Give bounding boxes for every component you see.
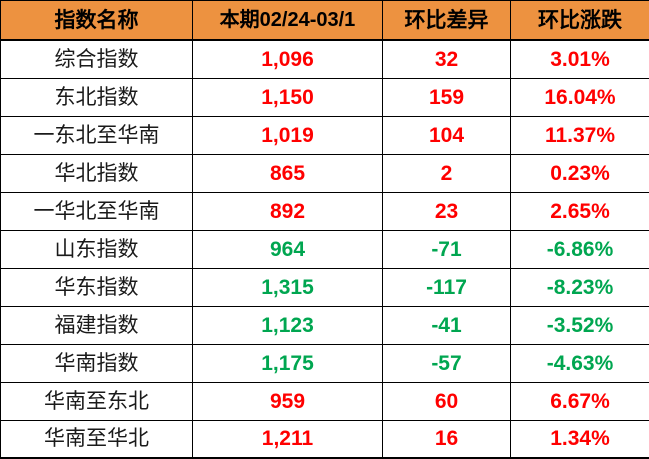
cell-mom-difference: 2 <box>383 154 511 192</box>
cell-mom-difference: -71 <box>383 230 511 268</box>
cell-index-name: 华东指数 <box>1 268 193 306</box>
table-header: 指数名称 本期02/24-03/1 环比差异 环比涨跌 <box>1 1 649 41</box>
column-header-mom-difference: 环比差异 <box>383 1 511 41</box>
cell-current-value: 892 <box>193 192 383 230</box>
cell-current-value: 964 <box>193 230 383 268</box>
column-header-index-name: 指数名称 <box>1 1 193 41</box>
cell-mom-change: -8.23% <box>511 268 649 306</box>
cell-index-name: 华南至华北 <box>1 420 193 458</box>
column-header-mom-change: 环比涨跌 <box>511 1 649 41</box>
cell-current-value: 1,315 <box>193 268 383 306</box>
cell-index-name: 综合指数 <box>1 40 193 78</box>
cell-mom-change: 11.37% <box>511 116 649 154</box>
cell-mom-difference: 23 <box>383 192 511 230</box>
cell-mom-change: 0.23% <box>511 154 649 192</box>
cell-index-name: 华南指数 <box>1 344 193 382</box>
cell-index-name: 福建指数 <box>1 306 193 344</box>
cell-current-value: 1,123 <box>193 306 383 344</box>
cell-index-name: 一华北至华南 <box>1 192 193 230</box>
cell-index-name: 山东指数 <box>1 230 193 268</box>
cell-index-name: 华北指数 <box>1 154 193 192</box>
cell-mom-difference: 32 <box>383 40 511 78</box>
cell-current-value: 1,150 <box>193 78 383 116</box>
cell-current-value: 1,175 <box>193 344 383 382</box>
cell-current-value: 959 <box>193 382 383 420</box>
header-row: 指数名称 本期02/24-03/1 环比差异 环比涨跌 <box>1 1 649 41</box>
column-header-current-period: 本期02/24-03/1 <box>193 1 383 41</box>
cell-mom-change: 1.34% <box>511 420 649 458</box>
cell-mom-difference: -41 <box>383 306 511 344</box>
cell-mom-change: 16.04% <box>511 78 649 116</box>
cell-index-name: 东北指数 <box>1 78 193 116</box>
cell-current-value: 1,019 <box>193 116 383 154</box>
cell-mom-difference: 159 <box>383 78 511 116</box>
cell-mom-change: 6.67% <box>511 382 649 420</box>
cell-mom-change: 3.01% <box>511 40 649 78</box>
cell-mom-change: -3.52% <box>511 306 649 344</box>
cell-mom-change: -4.63% <box>511 344 649 382</box>
cell-current-value: 1,096 <box>193 40 383 78</box>
cell-index-name: 一东北至华南 <box>1 116 193 154</box>
cell-mom-difference: 60 <box>383 382 511 420</box>
cell-mom-difference: 16 <box>383 420 511 458</box>
cell-mom-change: -6.86% <box>511 230 649 268</box>
cell-current-value: 1,211 <box>193 420 383 458</box>
cell-current-value: 865 <box>193 154 383 192</box>
cell-mom-difference: -117 <box>383 268 511 306</box>
cell-mom-change: 2.65% <box>511 192 649 230</box>
cell-mom-difference: -57 <box>383 344 511 382</box>
cell-mom-difference: 104 <box>383 116 511 154</box>
cell-index-name: 华南至东北 <box>1 382 193 420</box>
